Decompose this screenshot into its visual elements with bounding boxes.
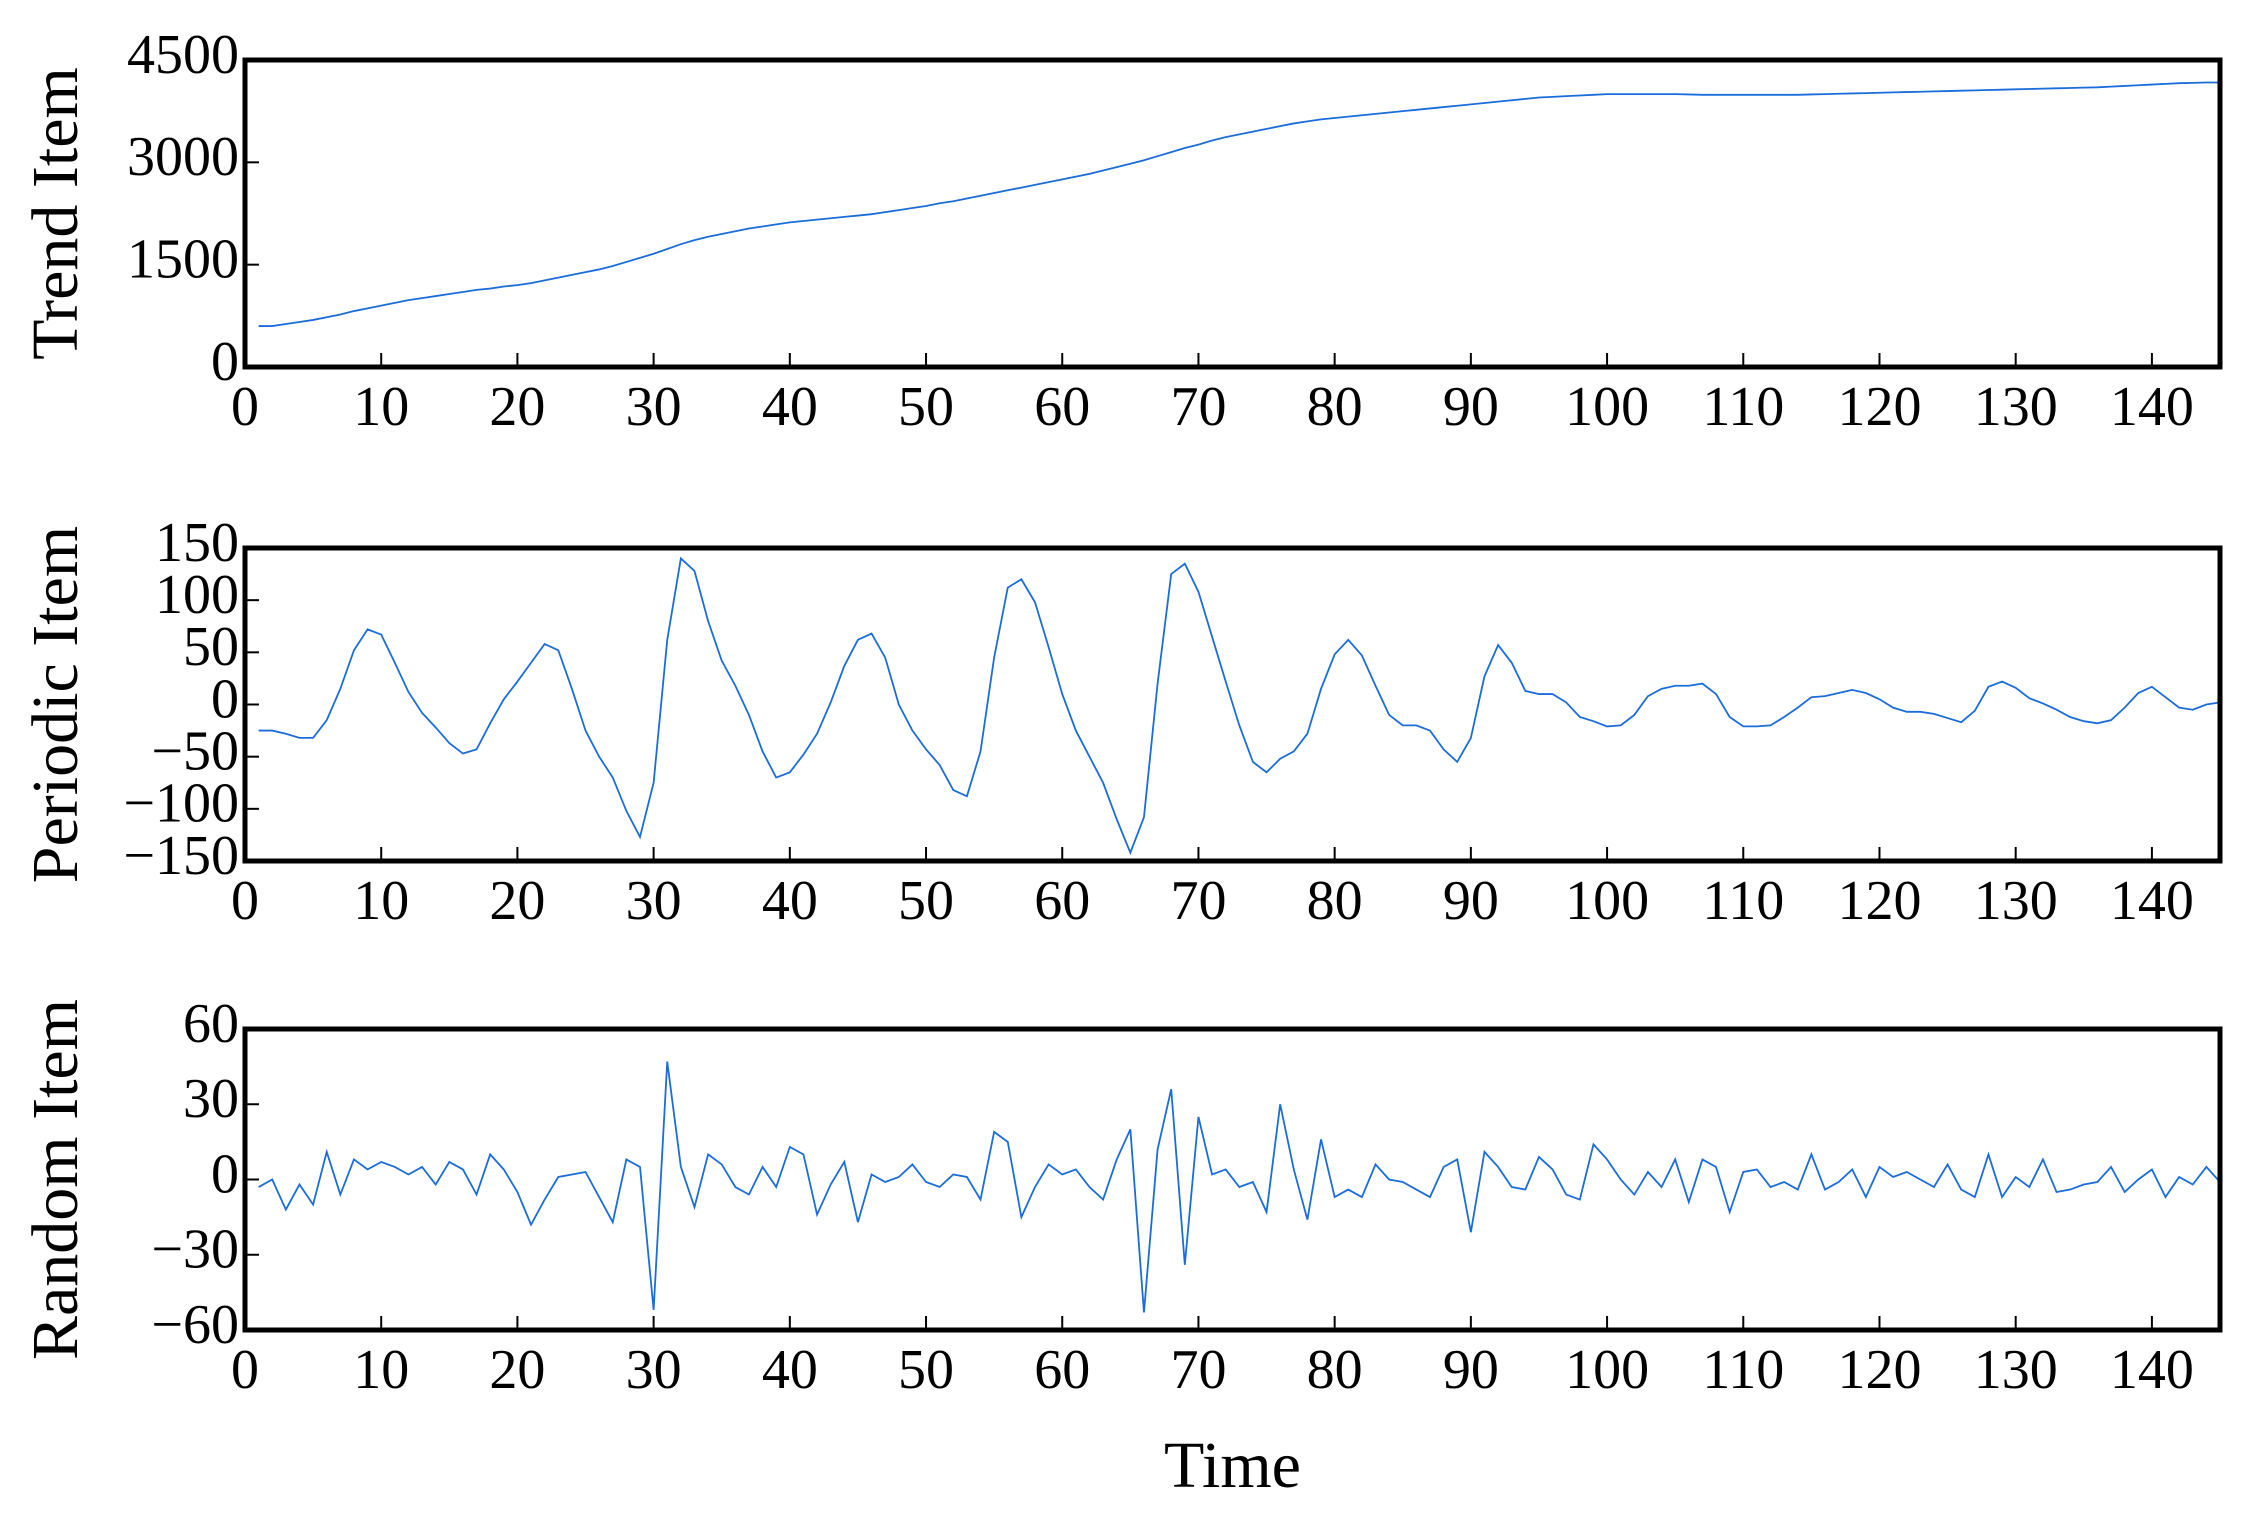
x-tick-label: 0 [231, 376, 259, 438]
x-tick-label: 80 [1307, 870, 1363, 932]
y-tick-label: −50 [151, 721, 239, 783]
y-tick-label: 1500 [127, 229, 239, 291]
x-axis-label: Time [1164, 1429, 1301, 1502]
y-tick-label: 4500 [127, 24, 239, 86]
y-tick-label: −100 [123, 773, 239, 835]
x-tick-label: 0 [231, 870, 259, 932]
x-tick-label: 140 [2110, 870, 2194, 932]
y-tick-label: 100 [155, 564, 239, 626]
x-tick-label: 140 [2110, 1339, 2194, 1401]
x-tick-label: 120 [1837, 376, 1921, 438]
plot-frame [242, 545, 2223, 864]
x-tick-label: 90 [1443, 870, 1499, 932]
x-tick-label: 120 [1837, 870, 1921, 932]
x-tick-label: 140 [2110, 376, 2194, 438]
x-tick-label: 70 [1170, 870, 1226, 932]
x-tick-label: 100 [1565, 376, 1649, 438]
y-tick-label: 0 [211, 331, 239, 393]
y-tick-label: −150 [123, 825, 239, 887]
x-tick-label: 0 [231, 1339, 259, 1401]
y-tick-label: 0 [211, 668, 239, 730]
x-tick-label: 50 [898, 1339, 954, 1401]
x-tick-label: 100 [1565, 1339, 1649, 1401]
y-tick-label: 30 [183, 1068, 239, 1130]
x-tick-label: 60 [1034, 870, 1090, 932]
x-tick-label: 50 [898, 376, 954, 438]
x-tick-label: 80 [1307, 1339, 1363, 1401]
x-tick-label: 120 [1837, 1339, 1921, 1401]
x-tick-label: 30 [626, 376, 682, 438]
x-tick-label: 40 [762, 376, 818, 438]
y-axis-label: Trend Item [19, 67, 92, 360]
plot-frame [242, 57, 2223, 370]
y-tick-label: 150 [155, 512, 239, 574]
x-tick-label: 90 [1443, 1339, 1499, 1401]
x-tick-label: 110 [1702, 376, 1784, 438]
y-axis-label: Random Item [19, 999, 92, 1360]
y-tick-label: 0 [211, 1143, 239, 1205]
data-line [258, 81, 2220, 327]
x-tick-label: 90 [1443, 376, 1499, 438]
x-tick-label: 30 [626, 870, 682, 932]
x-tick-label: 80 [1307, 376, 1363, 438]
x-tick-label: 10 [353, 1339, 409, 1401]
x-tick-label: 70 [1170, 1339, 1226, 1401]
x-tick-label: 70 [1170, 376, 1226, 438]
x-tick-label: 20 [489, 870, 545, 932]
x-tick-label: 10 [353, 376, 409, 438]
x-tick-label: 130 [1974, 1339, 2058, 1401]
x-tick-label: 30 [626, 1339, 682, 1401]
y-tick-label: 60 [183, 993, 239, 1055]
y-tick-label: −30 [151, 1219, 239, 1281]
y-tick-label: 50 [183, 616, 239, 678]
y-tick-label: 3000 [127, 126, 239, 188]
x-tick-label: 60 [1034, 376, 1090, 438]
x-tick-label: 110 [1702, 870, 1784, 932]
x-tick-label: 10 [353, 870, 409, 932]
plot-frame [242, 1026, 2223, 1333]
data-line [258, 556, 2221, 856]
x-tick-label: 20 [489, 1339, 545, 1401]
y-axis-label: Periodic Item [19, 526, 92, 883]
x-tick-label: 60 [1034, 1339, 1090, 1401]
x-tick-label: 40 [762, 870, 818, 932]
x-tick-label: 130 [1974, 870, 2058, 932]
x-tick-label: 50 [898, 870, 954, 932]
x-tick-label: 20 [489, 376, 545, 438]
y-tick-label: −60 [151, 1294, 239, 1356]
x-tick-label: 100 [1565, 870, 1649, 932]
x-tick-label: 40 [762, 1339, 818, 1401]
x-tick-label: 110 [1702, 1339, 1784, 1401]
x-tick-label: 130 [1974, 376, 2058, 438]
data-line [258, 1061, 2221, 1313]
